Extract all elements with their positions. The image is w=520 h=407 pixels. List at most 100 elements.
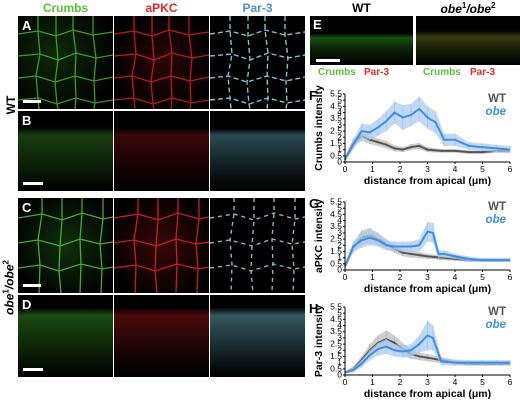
y-tick-label: 5 [337, 95, 342, 105]
x-tick-label: 0 [343, 164, 348, 174]
column-header-apkc: aPKC [145, 1, 178, 15]
y-tick-label: 0 [337, 157, 342, 167]
x-tick-label: 6 [508, 272, 513, 282]
cell-outline-pattern [114, 16, 209, 109]
micrograph-obe-crumbs-lateral: D [18, 295, 113, 377]
scale-bar [316, 59, 340, 62]
y-tick-label: 4 [337, 107, 342, 117]
y-tick-label: 5.5 [330, 302, 342, 312]
micrograph-e-wt: E [310, 16, 413, 65]
y-tick-label: 3 [337, 332, 342, 342]
x-tick-label: 0 [343, 377, 348, 387]
cell-outline-pattern [210, 198, 305, 293]
panel-letter-h: H [309, 301, 318, 316]
micrograph-obe-par3-lateral [210, 295, 305, 377]
x-tick-label: 3 [425, 377, 430, 387]
y-tick-label: 4.5 [330, 314, 342, 324]
y-tick-label: 4 [337, 215, 342, 225]
panel-e-wt-label-crumbs: Crumbs [318, 67, 356, 78]
scale-bar [23, 182, 43, 185]
legend-obe: obe [486, 106, 507, 118]
panel-letter-a: A [22, 18, 32, 33]
y-tick-label: 5.5 [330, 89, 342, 99]
x-tick-label: 4 [453, 272, 458, 282]
cell-outline-pattern [210, 16, 305, 109]
panel-e-obe-title: obe1/obe2 [416, 1, 520, 16]
row-label-obe: obe1/obe2 [2, 253, 17, 323]
y-tick-label: 5.5 [330, 197, 342, 207]
y-tick-label: 1.5 [330, 246, 342, 256]
legend-obe: obe [486, 214, 507, 226]
y-axis-label: Crumbs intensity [313, 85, 325, 171]
series-line-obe [344, 107, 511, 161]
row-label-wt: WT [4, 95, 18, 115]
chart-h: H00.511.522.533.544.555.50 1 2 3 4 5 6distance… [309, 301, 513, 400]
panel-e-obe-base: obe [440, 2, 462, 16]
row-label-obe-slash: /obe [2, 264, 17, 290]
y-tick-label: 2 [337, 345, 342, 355]
x-tick-label: 3 [425, 164, 430, 174]
y-tick-label: 2.5 [330, 126, 342, 136]
y-tick-label: 4.5 [330, 101, 342, 111]
y-tick-label: 2.5 [330, 234, 342, 244]
intensity-charts: F00.511.522.533.544.555.50 1 2 3 4 5 6distance… [309, 85, 513, 400]
panel-e-obe-label-crumbs: Crumbs [423, 67, 461, 78]
row-label-obe-sup1: 1 [1, 289, 11, 294]
y-tick-label: 3 [337, 227, 342, 237]
y-tick-label: 3 [337, 119, 342, 129]
micrograph-obe-par3-apical [210, 198, 305, 293]
x-tick-label: 5 [480, 164, 485, 174]
panel-e-wt-title: WT [352, 1, 371, 15]
x-tick-label: 1 [370, 164, 375, 174]
micrograph-wt-par3-lateral [210, 111, 305, 191]
micrograph-obe-apkc-lateral [114, 295, 209, 377]
chart-f: F00.511.522.533.544.555.50 1 2 3 4 5 6distance… [309, 85, 513, 187]
y-tick-label: 0.5 [330, 363, 342, 373]
y-axis-label: aPKC intensity [313, 199, 325, 273]
chart-g: G00.511.522.533.544.555.50 1 2 3 4 5 6distance… [309, 196, 513, 295]
legend-obe: obe [486, 319, 507, 331]
panel-letter-d: D [22, 297, 32, 312]
legend-wt: WT [488, 306, 506, 318]
y-tick-label: 3.5 [330, 221, 342, 231]
x-tick-label: 2 [398, 377, 403, 387]
y-tick-label: 4 [337, 320, 342, 330]
y-tick-label: 3.5 [330, 326, 342, 336]
micrograph-obe-apkc-apical [114, 198, 209, 293]
y-axis-label: Par-3 intensity [313, 305, 325, 378]
panel-letter-b: B [22, 113, 32, 128]
panel-letter-e: E [313, 17, 322, 32]
y-tick-label: 1.5 [330, 351, 342, 361]
x-tick-label: 3 [425, 272, 430, 282]
cell-outline-pattern [18, 16, 113, 109]
panel-e-obe-sup1: 1 [461, 1, 467, 10]
legend-wt: WT [488, 201, 506, 213]
x-axis-label: distance from apical (μm) [364, 283, 491, 295]
x-tick-label: 2 [398, 164, 403, 174]
x-tick-label: 6 [508, 377, 513, 387]
row-label-obe-sup2: 2 [1, 260, 11, 265]
y-tick-label: 0.5 [330, 150, 342, 160]
panel-e-obe-label-par3: Par-3 [470, 67, 496, 78]
y-tick-label: 3.5 [330, 113, 342, 123]
y-tick-label: 1.5 [330, 138, 342, 148]
cell-outline-pattern [114, 198, 209, 293]
x-tick-label: 4 [453, 164, 458, 174]
micrograph-wt-apkc-lateral [114, 111, 209, 191]
panel-e-wt-label-par3: Par-3 [364, 67, 390, 78]
cell-outline-pattern [18, 198, 113, 293]
y-tick-label: 2 [337, 132, 342, 142]
y-tick-label: 0.5 [330, 258, 342, 268]
y-tick-label: 1 [337, 357, 342, 367]
panel-e-obe-slash: /obe [466, 2, 491, 16]
legend-wt: WT [488, 93, 506, 105]
x-tick-label: 5 [480, 377, 485, 387]
micrograph-e-obe [416, 16, 520, 65]
y-tick-label: 4.5 [330, 209, 342, 219]
scale-bar [23, 100, 41, 103]
x-tick-label: 1 [370, 272, 375, 282]
row-label-obe-base: obe [2, 293, 17, 315]
column-header-crumbs: Crumbs [42, 1, 89, 15]
x-tick-label: 5 [480, 272, 485, 282]
panel-letter-g: G [309, 196, 319, 211]
